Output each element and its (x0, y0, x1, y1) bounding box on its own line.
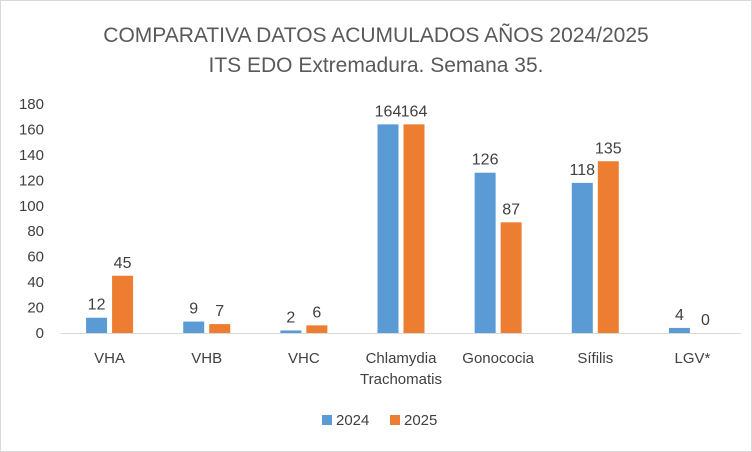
legend-label: 2024 (336, 412, 369, 429)
data-label: 164 (401, 103, 428, 120)
bar-2025-3 (403, 124, 425, 333)
y-tick-label: 160 (19, 121, 44, 138)
data-label: 7 (215, 303, 224, 320)
bar-2025-5 (597, 161, 619, 333)
data-label: 2 (286, 309, 295, 326)
data-label: 87 (502, 201, 520, 218)
y-tick-label: 120 (19, 172, 44, 189)
data-label: 164 (375, 103, 402, 120)
bar-2025-1 (209, 324, 231, 333)
bar-2024-0 (86, 317, 108, 333)
legend-label: 2025 (404, 412, 437, 429)
data-label: 6 (312, 304, 321, 321)
data-label: 118 (570, 162, 596, 179)
x-category-label: Trachomatis (360, 371, 442, 388)
bar-2025-2 (306, 325, 328, 333)
data-label: 0 (701, 312, 710, 329)
bar-2024-2 (280, 330, 302, 333)
bar-2024-6 (668, 327, 690, 333)
plot-area: 12 9 2 164 126 118 4 45 7 6 164 87 135 0 (86, 103, 710, 333)
x-category-label: LGV* (674, 350, 710, 367)
chart-title: COMPARATIVA DATOS ACUMULADOS AÑOS 2024/2… (103, 23, 648, 47)
legend: 2024 2025 (322, 412, 437, 429)
bar-2024-3 (377, 124, 399, 333)
y-tick-label: 20 (27, 300, 44, 317)
bar-2025-0 (112, 275, 134, 333)
data-label: 135 (595, 140, 622, 157)
x-category-label: VHA (94, 350, 125, 367)
data-label: 9 (189, 301, 198, 318)
y-tick-label: 40 (27, 274, 44, 291)
chart-subtitle: ITS EDO Extremadura. Semana 35. (209, 54, 544, 77)
y-tick-label: 180 (19, 96, 44, 113)
bar-2024-1 (183, 321, 205, 333)
x-category-label: Sífilis (577, 350, 613, 367)
x-category-label: Gonococia (462, 350, 534, 367)
data-label: 45 (114, 255, 132, 272)
legend-swatch-2025 (390, 415, 400, 425)
data-label: 4 (675, 307, 684, 324)
legend-swatch-2024 (322, 415, 332, 425)
y-tick-label: 140 (19, 147, 44, 164)
y-tick-label: 60 (27, 249, 44, 266)
y-tick-label: 100 (19, 198, 44, 215)
bar-2024-5 (571, 182, 593, 333)
x-category-label: Chlamydia (366, 350, 438, 367)
data-label: 126 (472, 152, 499, 169)
bar-2025-4 (500, 222, 522, 333)
bar-2024-4 (474, 172, 496, 333)
data-label: 12 (88, 297, 106, 314)
x-category-label: VHC (288, 350, 320, 367)
y-tick-label: 80 (27, 223, 44, 240)
y-tick-label: 0 (36, 325, 44, 342)
x-category-label: VHB (191, 350, 222, 367)
x-axis: VHA VHB VHC Chlamydia Trachomatis Gonococia Sí… (94, 350, 710, 388)
